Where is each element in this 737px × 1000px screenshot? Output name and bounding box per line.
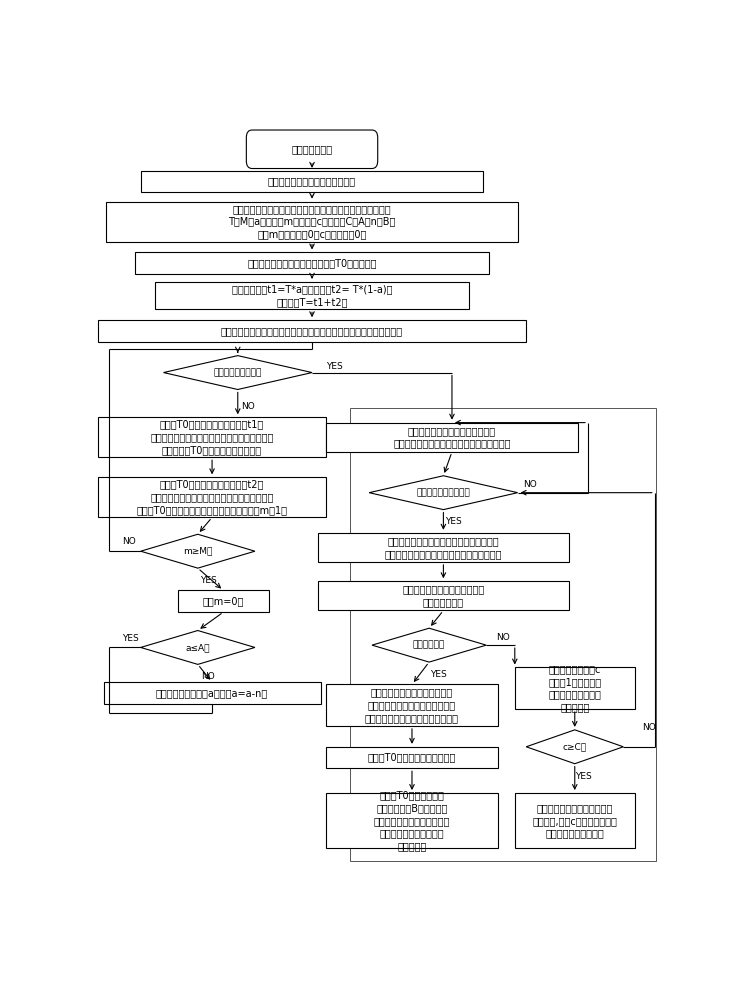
Bar bbox=[178, 590, 269, 612]
Text: NO: NO bbox=[642, 723, 656, 732]
Bar bbox=[326, 684, 497, 726]
Text: NO: NO bbox=[122, 537, 136, 546]
Polygon shape bbox=[141, 534, 255, 568]
Text: 蓝牙接收控制模块开启内部定时器T0开始计时；: 蓝牙接收控制模块开启内部定时器T0开始计时； bbox=[248, 258, 377, 268]
Polygon shape bbox=[526, 730, 624, 764]
Bar bbox=[98, 417, 326, 457]
Bar bbox=[318, 533, 569, 562]
Bar bbox=[106, 202, 517, 242]
Polygon shape bbox=[141, 631, 255, 664]
Text: 蓝牙接收控制模块核对终端设备
发来的数据帧；: 蓝牙接收控制模块核对终端设备 发来的数据帧； bbox=[402, 584, 484, 607]
Text: 将用户输入的开锁密码生成对应的数据帧，
通过蓝牙数据通道发送给蓝牙接收控制模块；: 将用户输入的开锁密码生成对应的数据帧， 通过蓝牙数据通道发送给蓝牙接收控制模块； bbox=[385, 536, 502, 559]
Text: 蓝牙接收控制模块通过报警器
进行报警,并将c清零，终端设备
显示报警的图形界面；: 蓝牙接收控制模块通过报警器 进行报警,并将c清零，终端设备 显示报警的图形界面； bbox=[532, 803, 617, 838]
Polygon shape bbox=[164, 356, 312, 389]
Bar bbox=[98, 477, 326, 517]
Text: 定时器T0定时时间到达
开锁延时时间B，蓝牙接收
控制模块驱动锁体组件关锁，
终端设备显示安全锁定的
图形界面；: 定时器T0定时时间到达 开锁延时时间B，蓝牙接收 控制模块驱动锁体组件关锁， 终… bbox=[374, 790, 450, 851]
Text: YES: YES bbox=[326, 362, 343, 371]
Text: 定时器T0清零，重新开始计时；: 定时器T0清零，重新开始计时； bbox=[368, 753, 456, 763]
Text: 读取预先设置存储在蓝牙接收控制模块存储单元中的各参数：
T、M、a的初值、m的初值、c的初值、C、A、n和B，
其中m的初值设为0，c的初值设为0；: 读取预先设置存储在蓝牙接收控制模块存储单元中的各参数： T、M、a的初值、m的初… bbox=[228, 204, 396, 239]
Bar bbox=[135, 252, 489, 274]
Text: YES: YES bbox=[200, 576, 217, 585]
Text: 设置m=0；: 设置m=0； bbox=[203, 596, 244, 606]
Text: c≥C？: c≥C？ bbox=[563, 742, 587, 751]
Text: 定时器T0定时时间到达休眠时间t2，
蓝牙接收控制模块由休眠状态切换至广播状态，
定时器T0清零，重新开始计时，切换周期次数m加1；: 定时器T0定时时间到达休眠时间t2， 蓝牙接收控制模块由休眠状态切换至广播状态，… bbox=[136, 480, 287, 515]
Bar bbox=[326, 793, 497, 848]
Bar bbox=[514, 793, 635, 848]
Text: 蓝牙接收控制模块驱动锁体组件
进行开锁并驱动报警器进行预警，
终端设备显示顺利解锁的图形界面；: 蓝牙接收控制模块驱动锁体组件 进行开锁并驱动报警器进行预警， 终端设备显示顺利解… bbox=[365, 687, 459, 723]
Polygon shape bbox=[372, 628, 486, 662]
FancyBboxPatch shape bbox=[246, 130, 377, 169]
Text: YES: YES bbox=[430, 670, 447, 679]
Text: YES: YES bbox=[576, 772, 593, 781]
Text: 修改广播时间占空比a，设置a=a-n；: 修改广播时间占空比a，设置a=a-n； bbox=[156, 688, 268, 698]
Bar bbox=[326, 747, 497, 768]
Text: 密码输入错误次数c
自动加1，同时终端
设备显示密码错误的
图形界面；: 密码输入错误次数c 自动加1，同时终端 设备显示密码错误的 图形界面； bbox=[548, 664, 601, 712]
Polygon shape bbox=[369, 476, 517, 510]
Text: YES: YES bbox=[445, 517, 462, 526]
Text: 系统上电初始化: 系统上电初始化 bbox=[291, 144, 332, 154]
Text: YES: YES bbox=[122, 634, 139, 643]
Text: NO: NO bbox=[201, 672, 215, 681]
Text: a≤A？: a≤A？ bbox=[186, 643, 210, 652]
Bar bbox=[98, 320, 526, 342]
Text: NO: NO bbox=[523, 480, 537, 489]
Text: 蓝牙接收控制模块进入广播状态；: 蓝牙接收控制模块进入广播状态； bbox=[268, 177, 356, 187]
Text: 计算广播时间t1=T*a，休眠时间t2= T*(1-a)，
切换周期T=t1+t2；: 计算广播时间t1=T*a，休眠时间t2= T*(1-a)， 切换周期T=t1+t… bbox=[231, 284, 392, 307]
Bar bbox=[318, 581, 569, 610]
Text: 等待用户输入开锁密码: 等待用户输入开锁密码 bbox=[416, 488, 470, 497]
Text: NO: NO bbox=[241, 402, 255, 411]
Bar bbox=[141, 171, 483, 192]
Bar bbox=[326, 423, 578, 452]
Text: 监听到连接请求包？: 监听到连接请求包？ bbox=[214, 368, 262, 377]
Bar bbox=[514, 667, 635, 709]
Bar bbox=[155, 282, 469, 309]
Text: 蓝牙接收控制模块周期性地发送广播包并监听终端设备的连接请求包；: 蓝牙接收控制模块周期性地发送广播包并监听终端设备的连接请求包； bbox=[221, 326, 403, 336]
Text: 蓝牙接收控制模块保持广播状态，
直至终端设备与蓝牙接收控制模块连接成功；: 蓝牙接收控制模块保持广播状态， 直至终端设备与蓝牙接收控制模块连接成功； bbox=[394, 426, 511, 449]
Bar bbox=[103, 682, 321, 704]
Text: m≥M？: m≥M？ bbox=[183, 547, 212, 556]
Text: 定时器T0定时时间到达广播时间t1，
蓝牙接收控制模块由广播状态切换至休眠状态，
同时定时器T0清零，重新开始计时；: 定时器T0定时时间到达广播时间t1， 蓝牙接收控制模块由广播状态切换至休眠状态，… bbox=[150, 419, 273, 455]
Text: 数据帧正确？: 数据帧正确？ bbox=[413, 641, 445, 650]
Bar bbox=[350, 408, 656, 861]
Text: NO: NO bbox=[497, 633, 510, 642]
